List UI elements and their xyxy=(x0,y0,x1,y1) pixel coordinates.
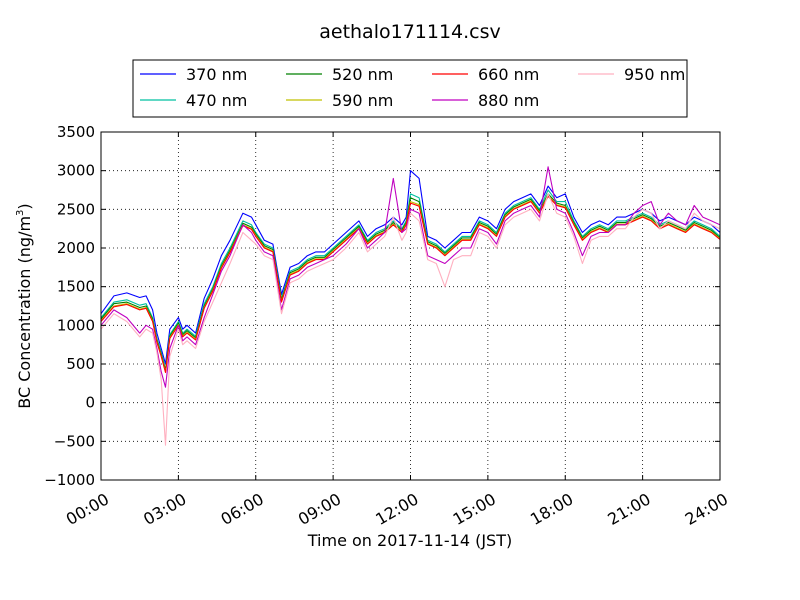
y-tick-label: 500 xyxy=(66,355,95,373)
series-line-950-nm xyxy=(101,193,720,446)
legend-label: 470 nm xyxy=(186,91,247,110)
series-line-370-nm xyxy=(101,170,720,365)
y-axis-label-superscript: 3 xyxy=(15,210,26,216)
legend-label: 660 nm xyxy=(478,65,539,84)
x-tick-label: 21:00 xyxy=(604,489,653,529)
x-tick-label: 00:00 xyxy=(63,489,112,529)
legend-label: 370 nm xyxy=(186,65,247,84)
legend-box xyxy=(132,59,688,118)
chart-title: aethalo171114.csv xyxy=(319,21,501,43)
y-axis-label-main: BC Concentration (ng/m xyxy=(15,216,34,409)
legend-label: 950 nm xyxy=(624,65,685,84)
legend: 370 nm 470 nm 520 nm 590 nm 660 nm 880 nm 950 … xyxy=(132,59,688,118)
y-tick-label: 1000 xyxy=(57,316,95,334)
y-tick-label: 3000 xyxy=(57,162,95,180)
y-tick-label: −1000 xyxy=(44,471,95,489)
series-line-880-nm xyxy=(101,166,720,388)
x-tick-label: 24:00 xyxy=(682,489,731,529)
legend-label: 520 nm xyxy=(332,65,393,84)
y-tick-label: 0 xyxy=(85,394,95,412)
y-tick-label: 2000 xyxy=(57,239,95,257)
series-group xyxy=(101,166,720,446)
y-tick-label: 2500 xyxy=(57,200,95,218)
x-tick-label: 18:00 xyxy=(527,489,576,529)
x-tick-label: 12:00 xyxy=(372,489,421,529)
x-tick-label: 09:00 xyxy=(295,489,344,529)
x-axis-label: Time on 2017-11-14 (JST) xyxy=(307,531,512,550)
x-tick-label: 03:00 xyxy=(140,489,189,529)
x-tick-label: 15:00 xyxy=(450,489,499,529)
x-tick-label: 06:00 xyxy=(218,489,267,529)
y-tick-label: −500 xyxy=(54,432,95,450)
legend-label: 880 nm xyxy=(478,91,539,110)
y-axis-label: BC Concentration (ng/m3) xyxy=(15,203,34,408)
y-tick-label: 3500 xyxy=(57,123,95,141)
plot-clip xyxy=(101,166,720,446)
y-axis-label-suffix: ) xyxy=(15,203,34,209)
legend-label: 590 nm xyxy=(332,91,393,110)
y-tick-label: 1500 xyxy=(57,278,95,296)
